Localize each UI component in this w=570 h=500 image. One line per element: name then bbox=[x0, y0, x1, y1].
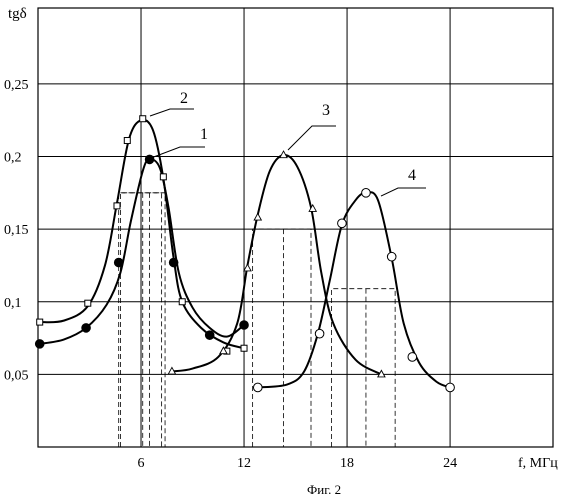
series-2-point bbox=[241, 345, 247, 351]
series-4-point bbox=[315, 329, 324, 338]
series-2-point bbox=[179, 299, 185, 305]
half-width-marker-4 bbox=[332, 289, 396, 447]
series-3-line bbox=[172, 155, 381, 374]
series-2-point bbox=[37, 319, 43, 325]
y-tick-label: 0,15 bbox=[4, 223, 29, 238]
series-1-point bbox=[240, 321, 249, 330]
series-2-point bbox=[114, 203, 120, 209]
series-2-point bbox=[124, 138, 130, 144]
series-2-point bbox=[140, 116, 146, 122]
y-tick-label: 0,05 bbox=[4, 368, 29, 383]
half-width-marker-2 bbox=[119, 193, 165, 447]
series-3-point bbox=[244, 264, 251, 271]
series-4-point bbox=[446, 383, 455, 392]
series-1-point bbox=[114, 258, 123, 267]
series-points bbox=[35, 116, 454, 392]
series-2-line bbox=[40, 120, 244, 348]
series-4-point bbox=[387, 252, 396, 261]
figure-caption: Фиг. 2 bbox=[307, 482, 341, 497]
series-1-point bbox=[145, 155, 154, 164]
x-axis-label: f, МГц bbox=[518, 456, 558, 471]
y-tick-label: 0,25 bbox=[4, 78, 29, 93]
series-3-point bbox=[254, 214, 261, 221]
series-4-point bbox=[253, 383, 262, 392]
x-tick-label: 18 bbox=[340, 456, 354, 471]
series-1-point bbox=[82, 324, 91, 333]
series-3-label: 3 bbox=[322, 102, 330, 119]
series-2-leader bbox=[150, 109, 194, 116]
series-4-label: 4 bbox=[408, 167, 416, 184]
series-2-label: 2 bbox=[180, 90, 188, 107]
y-tick-label: 0,1 bbox=[4, 296, 22, 311]
series-4-point bbox=[338, 219, 347, 228]
y-axis-label: tgδ bbox=[8, 6, 27, 22]
series-1-label: 1 bbox=[200, 126, 208, 143]
series-4-point bbox=[362, 189, 371, 198]
series-4-leader bbox=[381, 188, 426, 196]
series-callouts: 1 2 3 4 bbox=[150, 90, 426, 196]
series-1-point bbox=[205, 331, 214, 340]
y-tick-label: 0,2 bbox=[4, 151, 22, 166]
series-1-point bbox=[35, 340, 44, 349]
tick-labels: 61218240,050,10,150,20,25 bbox=[4, 78, 457, 471]
x-tick-label: 24 bbox=[443, 456, 457, 471]
x-tick-label: 6 bbox=[138, 456, 145, 471]
x-tick-label: 12 bbox=[237, 456, 251, 471]
series-1-line bbox=[40, 159, 244, 344]
series-1-point bbox=[169, 258, 178, 267]
half-width-marker-3 bbox=[253, 229, 311, 447]
series-2-point bbox=[160, 174, 166, 180]
half-width-markers bbox=[119, 193, 395, 447]
series-4-point bbox=[408, 353, 417, 362]
series-3-leader bbox=[288, 126, 336, 150]
series-2-point bbox=[85, 300, 91, 306]
